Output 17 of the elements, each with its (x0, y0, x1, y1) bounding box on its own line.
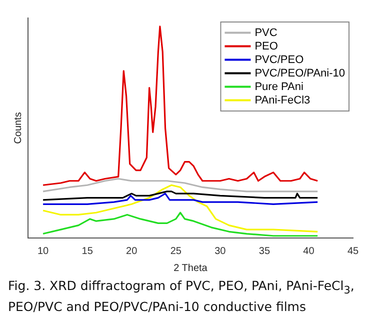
legend-label: PVC/PEO/PAni-10 (254, 67, 346, 80)
x-tick-label: 10 (37, 246, 50, 257)
legend-label: PAni-FeCl3 (254, 94, 310, 106)
x-tick-label: 45 (347, 246, 359, 257)
y-axis-title: Counts (12, 112, 24, 144)
x-tick-label: 40 (303, 246, 315, 257)
x-tick-label: 35 (258, 246, 270, 257)
x-tick-label: 25 (170, 246, 182, 257)
legend-label: PEO (254, 40, 278, 52)
legend-label: Pure PAni (254, 80, 304, 93)
x-tick-label: 30 (214, 246, 226, 257)
x-axis-title: 2 Theta (174, 262, 208, 274)
legend-label: PVC (254, 26, 278, 39)
x-tick-label: 20 (126, 246, 138, 257)
legend-label: PVC/PEO (254, 54, 304, 66)
x-tick-label: 15 (82, 246, 94, 257)
text: Fig. 3. XRD diffractogram of PVC, PEO, PAni, PAni-FeCl$_{3}$, PEO/PVC and PEO/PVC/PAni-10 conductive films (8, 278, 354, 314)
